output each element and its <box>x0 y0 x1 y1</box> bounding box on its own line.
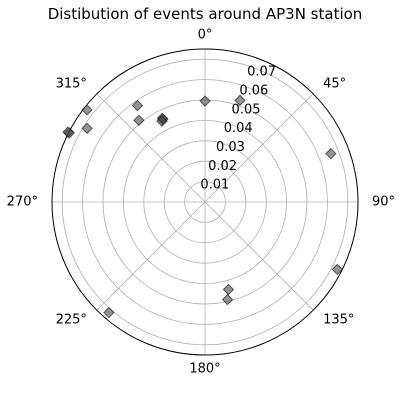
event-point-5 <box>222 283 235 296</box>
r-tick-label-7: 0.07 <box>247 65 276 80</box>
theta-tick-label-45: 45° <box>323 76 346 91</box>
angular-gridline-135 <box>204 201 314 311</box>
r-tick-label-1: 0.01 <box>200 178 229 193</box>
event-point-4 <box>331 263 344 276</box>
r-tick-label-6: 0.06 <box>239 83 268 98</box>
event-point-11 <box>62 126 74 138</box>
labels-layer: 0° 45° 90° 135° 180° 225° 270° 315° 0.01 0.02 0.03… <box>7 28 395 377</box>
event-point-3 <box>325 147 337 160</box>
event-point-16 <box>156 115 168 127</box>
r-tick-label-2: 0.02 <box>208 159 237 174</box>
event-point-2 <box>234 94 246 107</box>
r-tick-label-3: 0.03 <box>216 140 245 155</box>
event-point-6 <box>221 293 234 306</box>
event-point-8 <box>81 104 93 116</box>
theta-tick-label-270: 270° <box>7 195 38 210</box>
angular-gridline-225 <box>96 201 206 311</box>
theta-tick-label-315: 315° <box>56 76 87 91</box>
polar-frame <box>51 48 359 356</box>
theta-tick-label-225: 225° <box>56 313 87 328</box>
chart-title: Distibution of events around AP3N statio… <box>48 5 363 23</box>
angular-gridline-315 <box>96 93 206 203</box>
event-point-7 <box>103 306 115 319</box>
grid-layer <box>51 48 359 356</box>
angular-gridline-45 <box>204 93 314 203</box>
r-tick-label-4: 0.04 <box>224 121 253 136</box>
event-point-9 <box>81 122 93 135</box>
event-point-12 <box>131 99 144 112</box>
event-point-1 <box>199 95 211 107</box>
theta-tick-label-0: 0° <box>198 28 213 43</box>
event-point-13 <box>133 114 145 127</box>
r-tick-label-5: 0.05 <box>232 102 261 117</box>
theta-tick-label-90: 90° <box>372 195 395 210</box>
points-layer <box>62 94 344 319</box>
theta-tick-label-135: 135° <box>323 313 354 328</box>
theta-tick-label-180: 180° <box>189 362 220 377</box>
